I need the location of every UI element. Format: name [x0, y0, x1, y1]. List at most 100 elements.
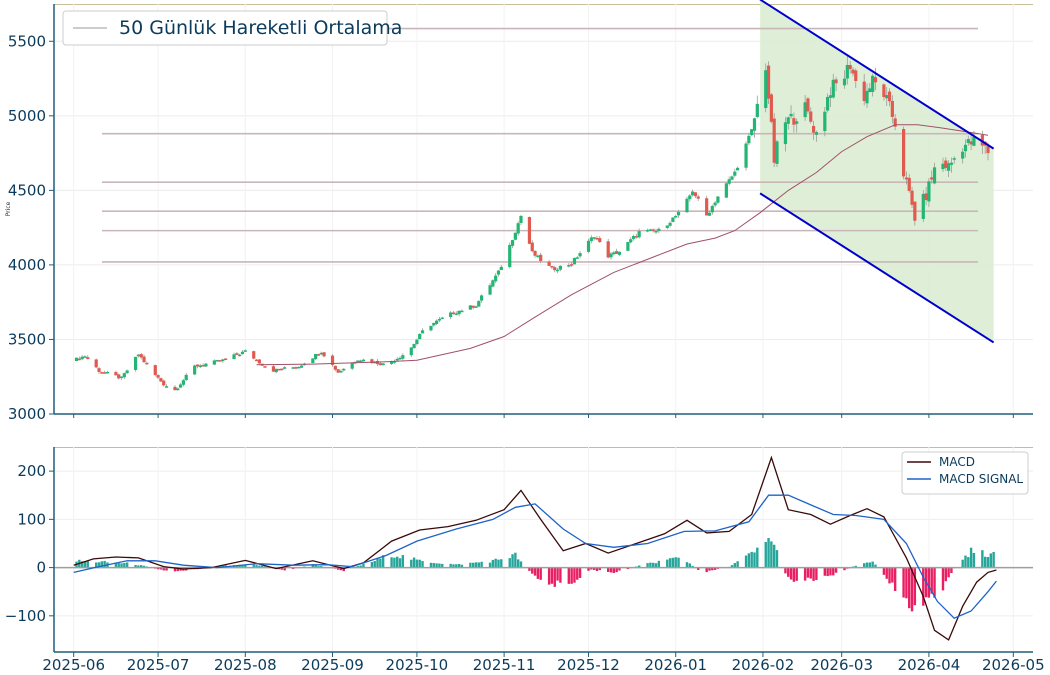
candle [381, 363, 385, 366]
candle-body [831, 79, 835, 98]
candle-body [612, 252, 616, 255]
macd-histogram-bar [97, 562, 101, 568]
macd-histogram-bar [612, 567, 616, 573]
macd-histogram-bar [418, 559, 421, 568]
candle [927, 178, 931, 208]
candle-body [412, 343, 416, 349]
macd-histogram-bar [336, 567, 340, 570]
candle [316, 353, 321, 356]
macd-histogram-bar [455, 564, 458, 568]
candle [496, 269, 501, 277]
candle [823, 107, 827, 137]
macd-histogram-bar [806, 567, 810, 578]
candle [691, 189, 695, 197]
candle [907, 173, 911, 193]
candle-body [947, 163, 951, 171]
channel-lower-line [759, 192, 995, 344]
candle-body [842, 78, 847, 86]
candle-body [280, 368, 284, 371]
macd-histogram-bar [981, 550, 984, 568]
macd-histogram-bar [381, 555, 385, 568]
candle-body [868, 88, 872, 92]
candle [705, 195, 709, 216]
candle [871, 73, 875, 97]
candle-body [471, 305, 475, 308]
candle-body [671, 217, 675, 222]
candle-body [893, 118, 897, 127]
candle-body [803, 102, 807, 118]
candle [454, 311, 458, 316]
candle [294, 366, 298, 370]
candle-body [904, 177, 909, 180]
candle-body [578, 253, 582, 257]
candle [254, 359, 259, 362]
candle-body [316, 354, 321, 356]
candle-body [409, 347, 413, 356]
candle [696, 194, 700, 201]
candle-body [333, 365, 337, 370]
candle-body [823, 111, 827, 132]
candle-body [356, 360, 360, 362]
candle [578, 251, 582, 259]
macd-histogram-bar [671, 557, 675, 568]
macd-histogram-bar [637, 565, 641, 568]
macd-histogram-bar [238, 564, 241, 568]
candle-body [854, 70, 858, 81]
candle-body [221, 359, 225, 362]
candle-body [752, 118, 757, 131]
macd-histogram-bar [607, 567, 610, 572]
channel-fill [760, 0, 994, 343]
candle-body [176, 388, 180, 391]
macd-histogram-bar [685, 562, 689, 568]
candle [533, 250, 537, 258]
macd-histogram-bar [775, 550, 779, 568]
candle [904, 171, 909, 185]
candle [637, 228, 641, 239]
macd-histogram-bar [311, 564, 315, 568]
candle [913, 201, 917, 226]
candle [314, 353, 318, 360]
macd-histogram-bar [826, 567, 829, 577]
candle [221, 358, 225, 363]
candle-body [451, 312, 456, 314]
candle-body [927, 181, 931, 202]
candle-body [851, 69, 855, 74]
candle-body [567, 265, 571, 267]
macd-histogram-bar [657, 560, 661, 568]
candle-body [930, 177, 934, 180]
candle-body [862, 81, 866, 102]
candle-body [609, 253, 613, 258]
candle [671, 217, 675, 223]
candle-body [705, 198, 709, 216]
macd-histogram-bar [469, 562, 472, 568]
candle [539, 252, 543, 264]
macd-histogram-bar [396, 556, 399, 568]
macd-histogram-bar [134, 564, 137, 568]
candle-body [437, 319, 442, 321]
macd-histogram-bar [415, 559, 419, 568]
candle [842, 70, 847, 89]
candle-body [626, 241, 630, 251]
candle-body [117, 374, 121, 379]
candle [764, 63, 768, 113]
candle-body [766, 65, 771, 99]
macd-histogram-bar [494, 558, 497, 568]
macd-xtick-label: 2025-08 [214, 656, 277, 674]
macd-histogram-bar [165, 567, 168, 571]
candle [558, 265, 562, 272]
candle-body [901, 128, 906, 177]
macd-histogram-bar [989, 553, 993, 568]
candle [730, 175, 734, 181]
candle [480, 294, 484, 303]
candle-body [418, 333, 422, 340]
candle-body [339, 370, 343, 373]
candle-body [674, 215, 678, 218]
macd-histogram-bar [688, 563, 691, 568]
macd-histogram-bar [379, 558, 382, 568]
candle-body [634, 236, 638, 238]
macd-histogram-bar [508, 558, 511, 568]
candle [944, 157, 948, 171]
candle [921, 189, 925, 223]
candle-body [468, 305, 472, 310]
macd-histogram-bar [865, 562, 869, 568]
